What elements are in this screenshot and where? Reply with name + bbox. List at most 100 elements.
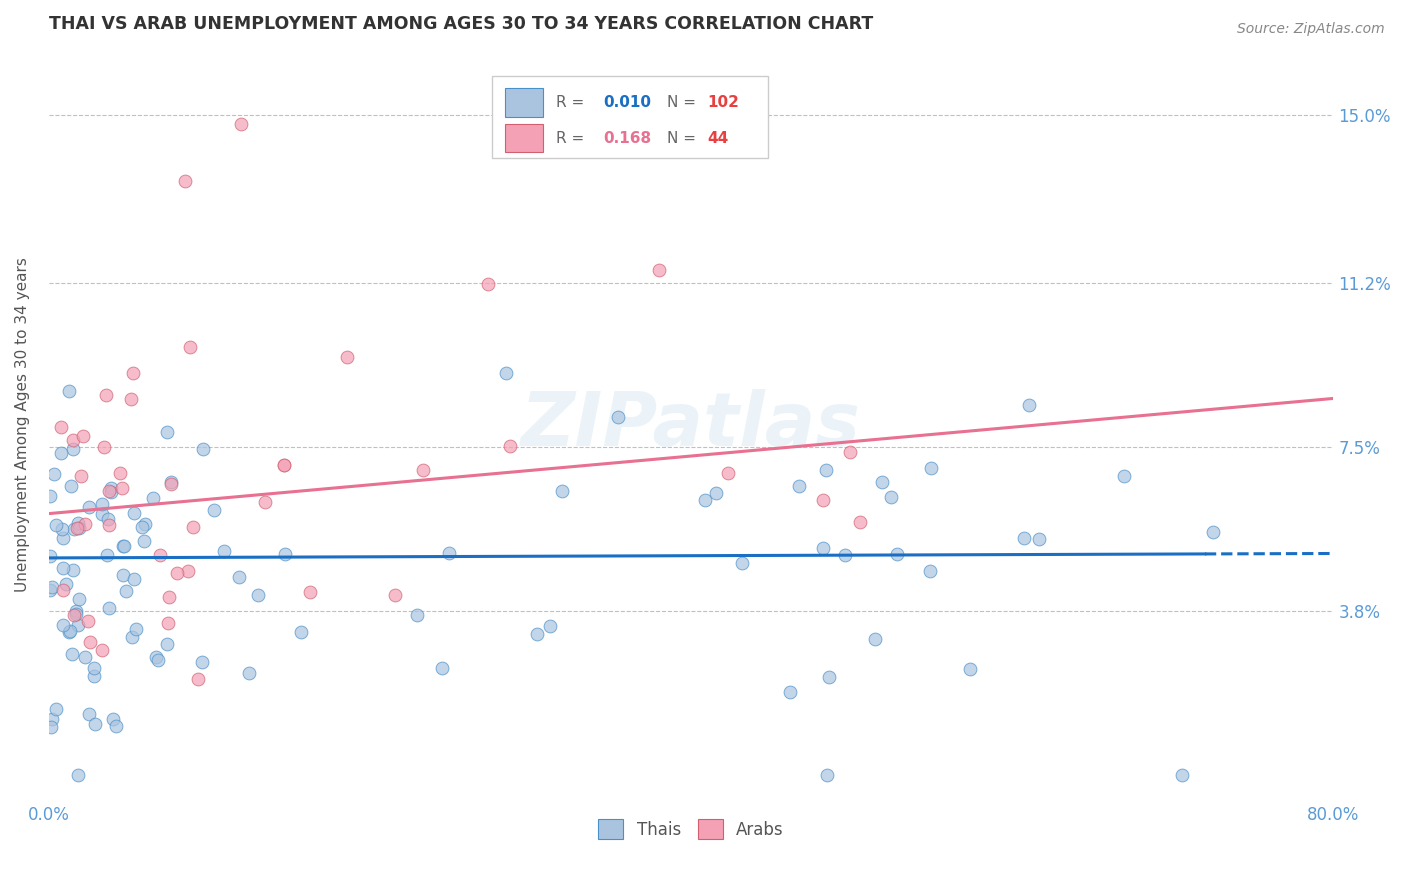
Point — [253, 495, 276, 509]
Point — [52, 561, 75, 575]
Point — [174, 174, 197, 188]
Point — [160, 475, 183, 489]
Point — [66, 617, 89, 632]
Point — [41, 712, 63, 726]
Text: R =: R = — [557, 130, 585, 145]
Point — [430, 660, 453, 674]
Point — [731, 556, 754, 570]
FancyBboxPatch shape — [492, 77, 768, 158]
Point — [838, 444, 860, 458]
Point — [274, 547, 297, 561]
Point — [93, 440, 115, 454]
Point — [779, 684, 801, 698]
Point — [52, 582, 75, 597]
Point — [121, 366, 143, 380]
Point — [79, 635, 101, 649]
Point — [818, 670, 841, 684]
Point — [121, 630, 143, 644]
Point — [122, 572, 145, 586]
Point — [695, 492, 717, 507]
Point — [63, 523, 86, 537]
Point — [872, 475, 894, 489]
Point — [142, 491, 165, 506]
Point — [149, 549, 172, 563]
Point — [273, 458, 295, 472]
Point — [849, 515, 872, 529]
Point — [45, 702, 67, 716]
Point — [122, 506, 145, 520]
Point — [97, 601, 120, 615]
Text: 0.010: 0.010 — [603, 95, 652, 111]
Text: ZIPatlas: ZIPatlas — [522, 389, 860, 461]
Point — [834, 549, 856, 563]
Point — [84, 716, 107, 731]
Point — [66, 516, 89, 530]
Point — [72, 428, 94, 442]
Point — [100, 485, 122, 500]
Point — [336, 350, 359, 364]
Point — [91, 642, 114, 657]
Point — [179, 340, 201, 354]
Point — [132, 534, 155, 549]
Text: Source: ZipAtlas.com: Source: ZipAtlas.com — [1237, 22, 1385, 37]
Point — [112, 568, 135, 582]
Point — [59, 624, 82, 638]
Text: THAI VS ARAB UNEMPLOYMENT AMONG AGES 30 TO 34 YEARS CORRELATION CHART: THAI VS ARAB UNEMPLOYMENT AMONG AGES 30 … — [49, 15, 873, 33]
Point — [1018, 398, 1040, 412]
Point — [101, 713, 124, 727]
Point — [97, 511, 120, 525]
Point — [879, 491, 901, 505]
Point — [181, 519, 204, 533]
Point — [412, 462, 434, 476]
Text: R =: R = — [557, 95, 585, 111]
Point — [62, 563, 84, 577]
Point — [65, 607, 87, 621]
Point — [191, 655, 214, 669]
Point — [186, 672, 208, 686]
Point — [1112, 468, 1135, 483]
Point — [1028, 532, 1050, 546]
Point — [60, 648, 83, 662]
Point — [120, 392, 142, 407]
Point — [49, 420, 72, 434]
Point — [51, 522, 73, 536]
Point — [39, 720, 62, 734]
Point — [815, 463, 838, 477]
Point — [551, 484, 574, 499]
Point — [815, 768, 838, 782]
Point — [77, 500, 100, 515]
Point — [62, 434, 84, 448]
Point — [811, 541, 834, 556]
Point — [156, 425, 179, 440]
Point — [526, 627, 548, 641]
Point — [111, 539, 134, 553]
Point — [1012, 531, 1035, 545]
Point — [98, 518, 121, 533]
Point — [67, 592, 90, 607]
Point — [157, 591, 180, 605]
Point — [214, 544, 236, 558]
Point — [648, 263, 671, 277]
Point — [787, 478, 810, 492]
Point — [156, 616, 179, 631]
Point — [134, 517, 156, 532]
Point — [52, 531, 75, 545]
Point — [405, 607, 427, 622]
Point — [813, 492, 835, 507]
Point — [110, 467, 132, 481]
Point — [193, 442, 215, 457]
Point — [238, 665, 260, 680]
Point — [176, 564, 198, 578]
Point — [247, 588, 270, 602]
Point — [83, 669, 105, 683]
Point — [920, 461, 942, 475]
Point — [607, 409, 630, 424]
Point — [96, 548, 118, 562]
Point — [66, 521, 89, 535]
Point — [124, 622, 146, 636]
Point — [538, 618, 561, 632]
Point — [704, 486, 727, 500]
Point — [146, 653, 169, 667]
Point — [96, 387, 118, 401]
Point — [159, 477, 181, 491]
